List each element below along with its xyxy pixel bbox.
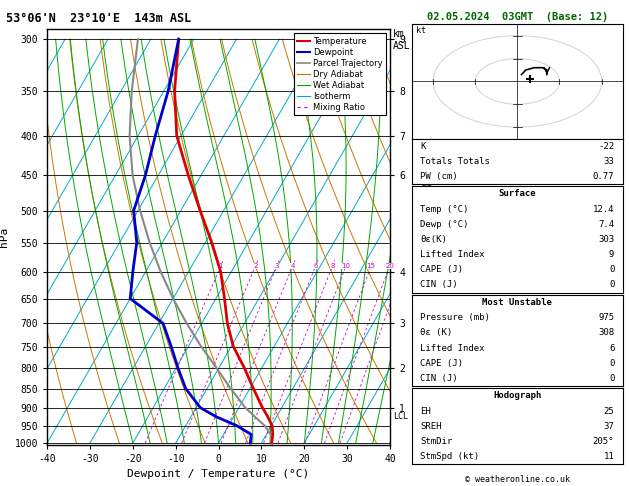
- Text: 0.77: 0.77: [593, 172, 615, 181]
- Text: Totals Totals: Totals Totals: [420, 157, 490, 166]
- Text: 1: 1: [218, 263, 223, 269]
- Text: LCL: LCL: [393, 412, 408, 421]
- Text: CAPE (J): CAPE (J): [420, 359, 464, 368]
- Text: EH: EH: [420, 407, 431, 416]
- Text: K: K: [420, 141, 426, 151]
- Text: Lifted Index: Lifted Index: [420, 250, 485, 259]
- Text: CAPE (J): CAPE (J): [420, 265, 464, 274]
- Legend: Temperature, Dewpoint, Parcel Trajectory, Dry Adiabat, Wet Adiabat, Isotherm, Mi: Temperature, Dewpoint, Parcel Trajectory…: [294, 34, 386, 116]
- Text: 25: 25: [604, 407, 615, 416]
- Text: 53°06'N  23°10'E  143m ASL: 53°06'N 23°10'E 143m ASL: [6, 12, 192, 25]
- Text: 3: 3: [274, 263, 279, 269]
- Text: km
ASL: km ASL: [393, 29, 411, 51]
- Text: 0: 0: [609, 359, 615, 368]
- Text: CIN (J): CIN (J): [420, 374, 458, 383]
- Text: 6: 6: [313, 263, 318, 269]
- Text: 02.05.2024  03GMT  (Base: 12): 02.05.2024 03GMT (Base: 12): [426, 12, 608, 22]
- Y-axis label: hPa: hPa: [0, 227, 9, 247]
- Text: 15: 15: [367, 263, 376, 269]
- Text: 2: 2: [253, 263, 257, 269]
- Text: 7.4: 7.4: [598, 220, 615, 229]
- Text: 0: 0: [609, 374, 615, 383]
- Text: 11: 11: [604, 452, 615, 461]
- Text: 37: 37: [604, 422, 615, 431]
- Text: 0: 0: [609, 280, 615, 290]
- Text: Pressure (mb): Pressure (mb): [420, 313, 490, 322]
- Text: Surface: Surface: [499, 190, 536, 198]
- Text: θε (K): θε (K): [420, 329, 453, 337]
- Text: 33: 33: [604, 157, 615, 166]
- Text: © weatheronline.co.uk: © weatheronline.co.uk: [465, 474, 570, 484]
- Text: 8: 8: [330, 263, 335, 269]
- Text: 6: 6: [609, 344, 615, 352]
- Text: Hodograph: Hodograph: [493, 391, 542, 400]
- Text: kt: kt: [416, 26, 426, 35]
- Text: 12.4: 12.4: [593, 205, 615, 214]
- Text: 308: 308: [598, 329, 615, 337]
- Text: Dewp (°C): Dewp (°C): [420, 220, 469, 229]
- Text: 9: 9: [609, 250, 615, 259]
- Text: CIN (J): CIN (J): [420, 280, 458, 290]
- Text: StmDir: StmDir: [420, 437, 453, 446]
- Text: Temp (°C): Temp (°C): [420, 205, 469, 214]
- Text: Mixing Ratio (g/kg): Mixing Ratio (g/kg): [423, 181, 433, 293]
- Text: 20: 20: [385, 263, 394, 269]
- Text: 4: 4: [290, 263, 294, 269]
- Text: PW (cm): PW (cm): [420, 172, 458, 181]
- Text: Most Unstable: Most Unstable: [482, 298, 552, 307]
- Text: -22: -22: [598, 141, 615, 151]
- Text: Lifted Index: Lifted Index: [420, 344, 485, 352]
- Text: 303: 303: [598, 235, 615, 244]
- Text: SREH: SREH: [420, 422, 442, 431]
- Text: θε(K): θε(K): [420, 235, 447, 244]
- Text: 205°: 205°: [593, 437, 615, 446]
- Text: 0: 0: [609, 265, 615, 274]
- Text: StmSpd (kt): StmSpd (kt): [420, 452, 479, 461]
- Text: 975: 975: [598, 313, 615, 322]
- X-axis label: Dewpoint / Temperature (°C): Dewpoint / Temperature (°C): [128, 469, 309, 479]
- Text: 10: 10: [342, 263, 350, 269]
